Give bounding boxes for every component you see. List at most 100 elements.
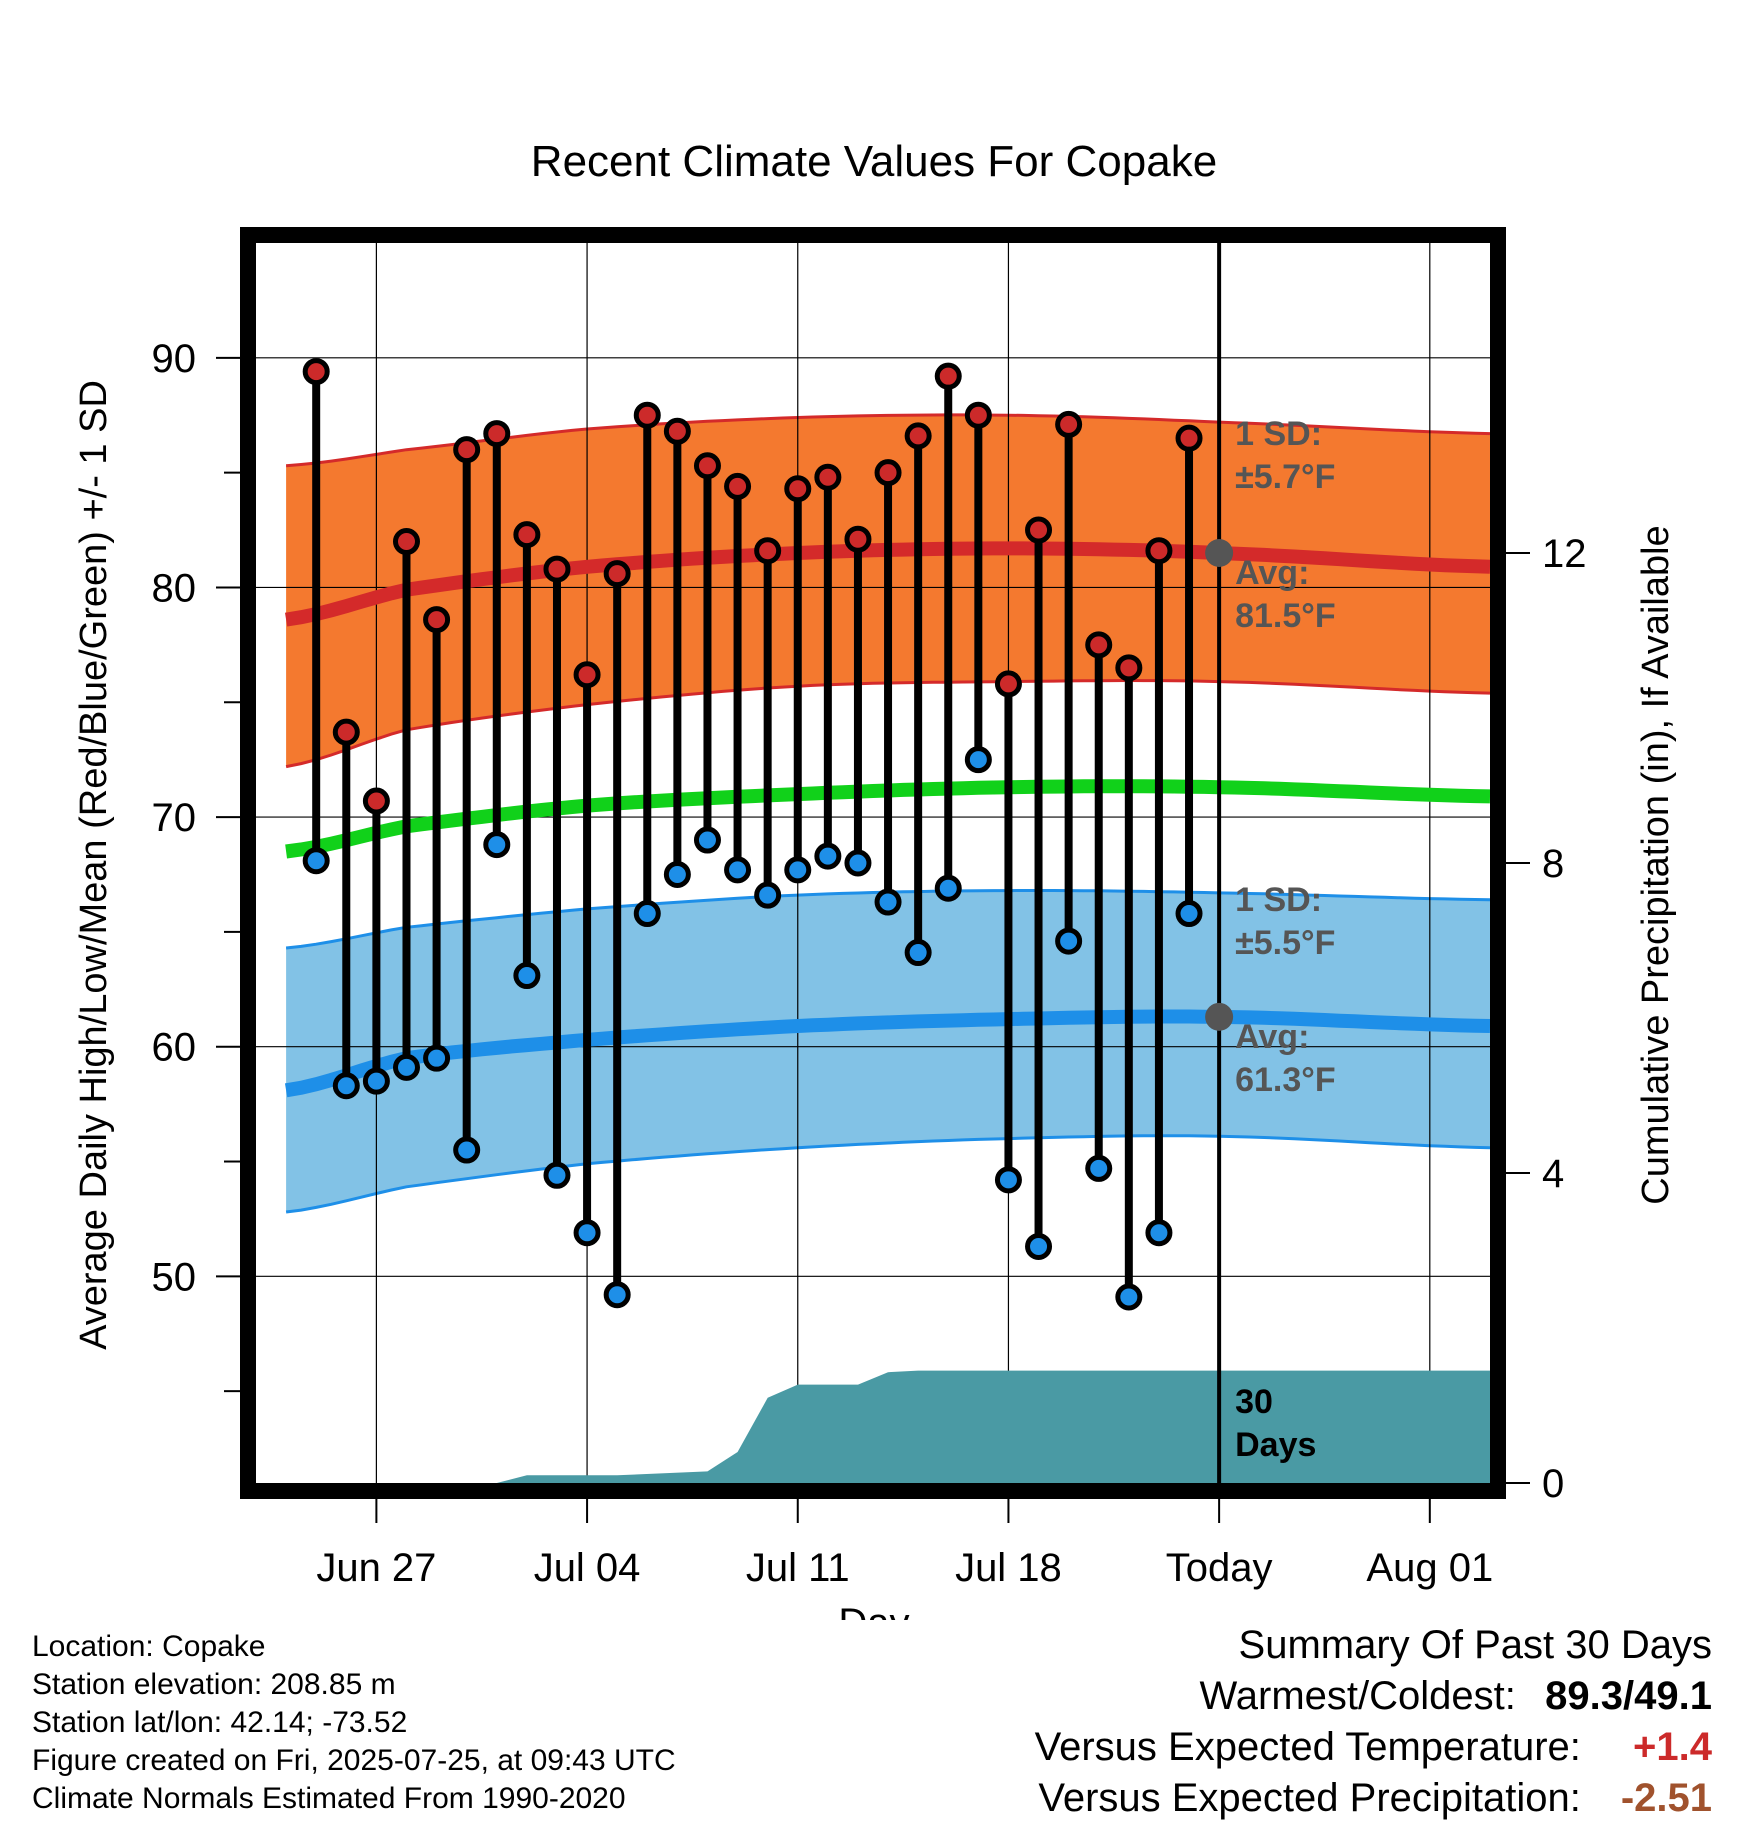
low-point bbox=[663, 860, 691, 888]
high-point bbox=[934, 362, 962, 390]
high-point bbox=[423, 606, 451, 634]
y-tick-label: 90 bbox=[152, 337, 197, 381]
low-point bbox=[1055, 927, 1083, 955]
warm-cold-value: 89.3/49.1 bbox=[1545, 1674, 1712, 1718]
info-location: Location: Copake bbox=[32, 1630, 266, 1663]
high-avg-label-2: 81.5°F bbox=[1235, 597, 1336, 635]
high-point bbox=[964, 401, 992, 429]
x-tick-label: Jul 11 bbox=[746, 1546, 850, 1590]
high-point bbox=[1115, 654, 1143, 682]
climate-chart: Recent Climate Values For Copake 1 SD: ±5… bbox=[73, 137, 1677, 1620]
x-tick-label: Jun 27 bbox=[316, 1546, 436, 1590]
high-avg-label-1: Avg: bbox=[1235, 554, 1309, 592]
low-point bbox=[573, 1219, 601, 1247]
high-point bbox=[1085, 631, 1113, 659]
low-point bbox=[633, 900, 661, 928]
x-tick-label: Jul 04 bbox=[534, 1546, 641, 1590]
low-point bbox=[392, 1053, 420, 1081]
high-point bbox=[844, 525, 872, 553]
high-point bbox=[453, 436, 481, 464]
x-tick-label: Today bbox=[1166, 1546, 1273, 1590]
high-point bbox=[1175, 424, 1203, 452]
high-point bbox=[543, 555, 571, 583]
plot-area: 1 SD: ±5.7°F Avg: 81.5°F 1 SD: ±5.5°F Avg: 61.3… bbox=[152, 227, 1587, 1590]
precip-value: -2.51 bbox=[1620, 1776, 1712, 1820]
low-sd-label-2: ±5.5°F bbox=[1235, 924, 1335, 962]
low-point bbox=[994, 1166, 1022, 1194]
window-label-1: 30 bbox=[1235, 1383, 1273, 1421]
high-sd-label-1: 1 SD: bbox=[1235, 415, 1322, 453]
low-point bbox=[302, 847, 330, 875]
low-point bbox=[1145, 1219, 1173, 1247]
temp-label: Versus Expected Temperature: bbox=[1034, 1725, 1581, 1769]
high-point bbox=[754, 537, 782, 565]
high-point bbox=[1145, 537, 1173, 565]
low-sd-lower-line bbox=[285, 1134, 1490, 1214]
summary-title: Summary Of Past 30 Days bbox=[1238, 1623, 1712, 1667]
low-point bbox=[844, 849, 872, 877]
high-point bbox=[633, 401, 661, 429]
low-point bbox=[1085, 1154, 1113, 1182]
high-point bbox=[724, 472, 752, 500]
x-tick-label: Aug 01 bbox=[1366, 1546, 1493, 1590]
low-avg-label-2: 61.3°F bbox=[1235, 1061, 1336, 1099]
low-point bbox=[934, 874, 962, 902]
high-point bbox=[904, 422, 932, 450]
y2-tick-label: 0 bbox=[1542, 1462, 1564, 1506]
low-point bbox=[362, 1067, 390, 1095]
low-sd-label-1: 1 SD: bbox=[1235, 881, 1322, 919]
low-point bbox=[603, 1281, 631, 1309]
today-high-avg-marker bbox=[1205, 539, 1234, 567]
low-point bbox=[874, 888, 902, 916]
high-point bbox=[994, 670, 1022, 698]
summary-warm-cold: Warmest/Coldest: 89.3/49.1 bbox=[1035, 1671, 1713, 1722]
high-point bbox=[814, 463, 842, 491]
y-tick-label: 80 bbox=[152, 566, 197, 610]
high-point bbox=[332, 718, 360, 746]
low-point bbox=[423, 1044, 451, 1072]
low-point bbox=[513, 962, 541, 990]
high-point bbox=[603, 560, 631, 588]
high-point bbox=[362, 787, 390, 815]
low-point bbox=[814, 842, 842, 870]
summary-panel: Summary Of Past 30 Days Warmest/Coldest:… bbox=[1035, 1620, 1712, 1824]
high-point bbox=[663, 417, 691, 445]
low-point bbox=[693, 826, 721, 854]
low-point bbox=[964, 746, 992, 774]
x-tick-label: Jul 18 bbox=[955, 1546, 1062, 1590]
high-point bbox=[513, 521, 541, 549]
y2-tick-label: 4 bbox=[1542, 1152, 1564, 1196]
high-point bbox=[1055, 410, 1083, 438]
y2-tick-label: 8 bbox=[1542, 842, 1564, 886]
low-point bbox=[784, 856, 812, 884]
low-point bbox=[1175, 900, 1203, 928]
low-point bbox=[1115, 1283, 1143, 1311]
info-created: Figure created on Fri, 2025-07-25, at 09… bbox=[32, 1744, 676, 1777]
summary-precip: Versus Expected Precipitation: -2.51 bbox=[1035, 1773, 1712, 1824]
info-elevation: Station elevation: 208.85 m bbox=[32, 1668, 396, 1701]
low-point bbox=[453, 1136, 481, 1164]
x-axis-label: Day bbox=[838, 1601, 909, 1620]
high-point bbox=[573, 661, 601, 689]
chart-title: Recent Climate Values For Copake bbox=[531, 137, 1217, 186]
precip-label: Versus Expected Precipitation: bbox=[1038, 1776, 1581, 1820]
summary-temp: Versus Expected Temperature: +1.4 bbox=[1035, 1722, 1712, 1773]
temp-value: +1.4 bbox=[1633, 1725, 1712, 1769]
precip-area bbox=[256, 1370, 1490, 1483]
low-point bbox=[1025, 1232, 1053, 1260]
low-point bbox=[754, 881, 782, 909]
y-tick-label: 60 bbox=[152, 1026, 197, 1070]
low-point bbox=[904, 939, 932, 967]
low-point bbox=[483, 831, 511, 859]
high-point bbox=[483, 420, 511, 448]
info-latlon: Station lat/lon: 42.14; -73.52 bbox=[32, 1706, 408, 1739]
low-point bbox=[724, 856, 752, 884]
low-avg-line bbox=[284, 1009, 1490, 1098]
warm-cold-label: Warmest/Coldest: bbox=[1199, 1674, 1516, 1718]
low-avg-label-1: Avg: bbox=[1235, 1018, 1309, 1056]
plot-inner: 1 SD: ±5.7°F Avg: 81.5°F 1 SD: ±5.5°F Avg: 61.3… bbox=[256, 243, 1490, 1483]
plot-frame bbox=[240, 227, 1506, 1499]
y-axis-label: Average Daily High/Low/Mean (Red/Blue/Gr… bbox=[73, 380, 115, 1350]
high-sd-label-2: ±5.7°F bbox=[1235, 458, 1335, 496]
today-low-avg-marker bbox=[1205, 1002, 1234, 1031]
